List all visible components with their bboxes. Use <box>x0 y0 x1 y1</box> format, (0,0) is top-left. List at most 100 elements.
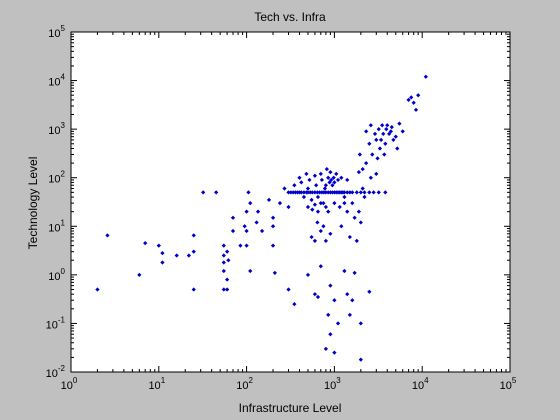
data-point <box>305 190 311 195</box>
data-point <box>391 137 396 143</box>
data-point <box>323 238 329 244</box>
data-point <box>371 190 376 195</box>
data-point <box>354 238 359 244</box>
data-point <box>230 228 236 234</box>
data-point <box>352 215 357 220</box>
data-point <box>201 190 206 195</box>
x-tick-label: 105 <box>500 376 517 392</box>
data-point <box>321 224 326 229</box>
data-point <box>221 268 226 274</box>
data-point <box>301 190 307 195</box>
data-point <box>367 141 372 146</box>
data-point <box>214 190 219 195</box>
data-point <box>383 190 388 195</box>
data-point <box>345 209 350 214</box>
data-point <box>297 175 302 180</box>
data-point <box>266 197 272 202</box>
data-point <box>357 152 362 157</box>
data-point <box>286 204 291 210</box>
data-point <box>246 190 251 195</box>
data-point <box>318 228 323 234</box>
data-point <box>400 129 405 134</box>
data-point <box>360 167 365 172</box>
data-point <box>226 258 231 263</box>
data-point <box>328 283 333 288</box>
data-point <box>174 253 179 258</box>
data-point <box>270 243 276 248</box>
y-tick-labels: 10-2 10-1 100 101 102 103 104 105 <box>46 24 66 380</box>
data-point <box>291 190 296 195</box>
data-point <box>367 289 372 294</box>
data-point <box>326 312 331 317</box>
data-point <box>312 173 318 178</box>
data-point <box>309 197 314 202</box>
data-point <box>312 238 318 244</box>
data-point <box>328 170 333 175</box>
data-point <box>272 270 278 275</box>
data-point <box>317 190 322 195</box>
data-point <box>382 152 387 157</box>
data-point <box>230 215 236 220</box>
data-point <box>315 190 320 195</box>
data-point <box>334 171 339 176</box>
x-tick-label: 100 <box>61 376 78 392</box>
data-point <box>364 160 369 166</box>
y-tick-label: 105 <box>48 24 65 40</box>
data-point <box>354 190 359 195</box>
data-point <box>345 190 350 195</box>
data-point <box>270 224 276 229</box>
data-point <box>332 350 337 355</box>
plot-area <box>70 31 511 373</box>
data-point <box>277 200 283 206</box>
data-point <box>337 204 342 210</box>
data-point <box>358 321 363 326</box>
data-point <box>372 131 378 136</box>
data-point <box>322 186 328 191</box>
data-point <box>292 301 297 307</box>
data-point <box>332 200 337 206</box>
data-point <box>374 137 379 143</box>
data-point <box>358 190 363 195</box>
data-point <box>315 194 321 200</box>
data-point <box>374 171 379 176</box>
data-point <box>388 129 394 134</box>
data-point <box>299 180 304 185</box>
data-point <box>347 234 352 240</box>
data-point <box>342 268 347 274</box>
data-point <box>315 209 321 214</box>
data-point <box>137 272 142 277</box>
data-point <box>367 190 372 195</box>
y-axis-label: Technology Level <box>26 157 40 250</box>
data-point <box>345 292 350 297</box>
data-point <box>191 233 196 238</box>
data-point <box>326 209 331 214</box>
y-tick-label: 100 <box>48 267 65 283</box>
data-point <box>244 209 249 214</box>
data-point <box>242 224 247 229</box>
data-point <box>321 200 326 206</box>
data-point <box>186 253 191 258</box>
data-point <box>315 220 320 225</box>
data-point <box>312 202 318 207</box>
data-point <box>312 292 318 297</box>
data-point <box>364 129 369 134</box>
data-point <box>318 200 323 206</box>
data-point <box>305 272 311 277</box>
data-point <box>356 170 361 175</box>
data-point <box>350 200 355 206</box>
data-point <box>305 204 311 210</box>
data-point <box>301 194 307 200</box>
data-point <box>342 194 347 200</box>
data-point <box>143 241 148 246</box>
data-point <box>393 134 398 139</box>
data-point <box>105 233 110 238</box>
y-tick-label: 10-2 <box>46 364 66 380</box>
data-point <box>350 190 355 195</box>
data-point <box>156 243 161 248</box>
data-point <box>314 183 319 188</box>
data-point <box>221 287 226 292</box>
x-axis-label: Infrastructure Level <box>239 401 342 415</box>
data-point <box>381 131 386 136</box>
data-point <box>328 332 333 337</box>
data-point <box>310 207 315 212</box>
